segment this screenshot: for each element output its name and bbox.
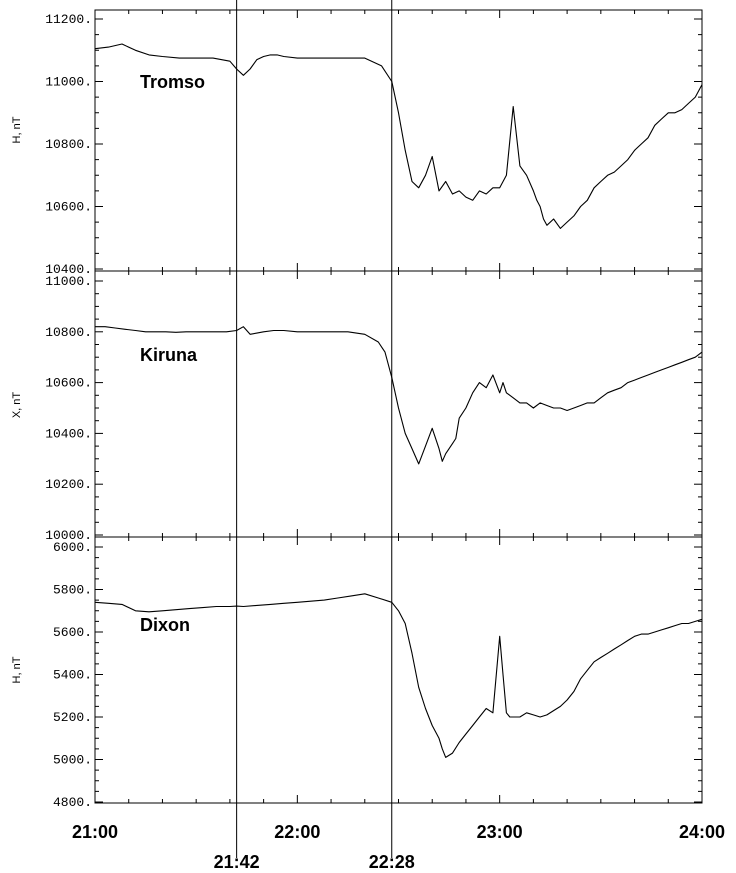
panel-frame [94, 270, 703, 538]
x-tick-label: 22:00 [274, 822, 320, 842]
series-line-dixon [94, 593, 703, 758]
y-tick-label: 11000. [45, 75, 92, 90]
panel-frame [94, 536, 703, 804]
y-tick-label: 10600. [45, 200, 92, 215]
panel-frame [94, 9, 703, 272]
y-tick-label: 5800. [53, 583, 92, 598]
y-tick-label: 5600. [53, 625, 92, 640]
y-tick-label: 5400. [53, 668, 92, 683]
y-tick-label: 10400. [45, 426, 92, 441]
station-label: Tromso [140, 72, 205, 92]
y-tick-label: 10200. [45, 477, 92, 492]
y-tick-label: 10000. [45, 528, 92, 543]
x-tick-label: 21:00 [72, 822, 118, 842]
y-tick-label: 6000. [53, 540, 92, 555]
y-tick-label: 11000. [45, 274, 92, 289]
y-tick-label: 5000. [53, 753, 92, 768]
y-tick-label: 11200. [45, 12, 92, 27]
x-tick-label: 24:00 [679, 822, 725, 842]
x-tick-label: 23:00 [477, 822, 523, 842]
y-tick-label: 4800. [53, 795, 92, 810]
y-tick-label: 10800. [45, 137, 92, 152]
series-line-tromso [94, 43, 703, 229]
y-axis-title: H, nT [11, 116, 23, 143]
event-marker-label: 21:42 [214, 852, 260, 872]
station-label: Dixon [140, 615, 190, 635]
y-tick-label: 10400. [45, 262, 92, 277]
y-tick-label: 10800. [45, 325, 92, 340]
y-tick-label: 10600. [45, 376, 92, 391]
station-label: Kiruna [140, 345, 198, 365]
event-marker-label: 22:28 [369, 852, 415, 872]
series-line-kiruna [95, 326, 703, 465]
y-axis-title: X, nT [11, 392, 23, 419]
y-axis-title: H, nT [11, 656, 23, 683]
y-tick-label: 5200. [53, 710, 92, 725]
